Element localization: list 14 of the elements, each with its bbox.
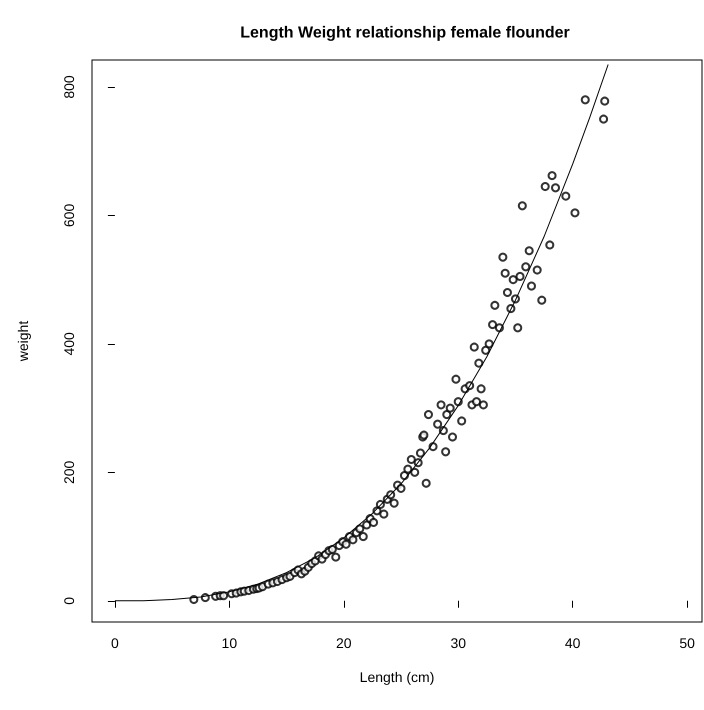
y-axis-title: weight	[15, 320, 31, 362]
chart-title: Length Weight relationship female flounder	[240, 24, 570, 42]
y-tick-label: 800	[61, 75, 77, 99]
x-axis-title: Length (cm)	[360, 669, 434, 685]
x-tick-label: 30	[450, 635, 466, 651]
x-tick-label: 0	[110, 635, 119, 651]
y-tick-label: 0	[61, 596, 77, 605]
y-tick-label: 600	[61, 204, 77, 228]
x-tick-label: 40	[564, 635, 581, 651]
x-tick-label: 50	[679, 635, 696, 651]
y-tick-label: 200	[61, 460, 77, 484]
y-tick-label: 400	[61, 332, 77, 356]
x-tick-label: 20	[336, 635, 352, 651]
x-tick-label: 10	[222, 635, 238, 651]
